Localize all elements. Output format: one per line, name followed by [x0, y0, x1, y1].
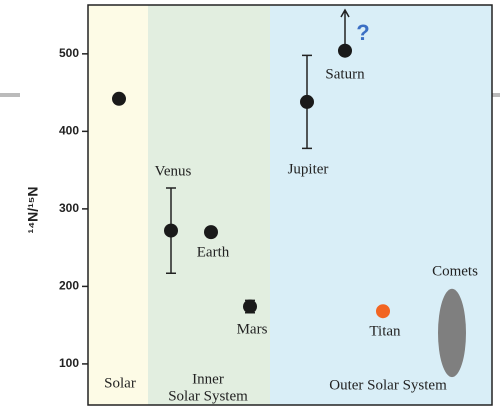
- point-label: Venus: [155, 163, 192, 179]
- data-point: [376, 304, 390, 319]
- data-point: [338, 43, 352, 58]
- edge-decoration: [492, 93, 500, 97]
- data-point: [164, 223, 178, 238]
- region-label: Outer Solar System: [329, 377, 447, 393]
- point-label: Jupiter: [288, 161, 329, 177]
- comets-range: [438, 288, 466, 378]
- region: [148, 5, 270, 405]
- plot-frame: [87, 4, 493, 406]
- y-tick-label: 300: [59, 201, 79, 215]
- region-label: Solar System: [168, 388, 248, 404]
- y-axis-label: ¹⁴N/¹⁵N: [25, 187, 41, 234]
- y-tick-label: 200: [59, 279, 79, 293]
- comets-label: Comets: [432, 263, 478, 279]
- y-tick-label: 400: [59, 124, 79, 138]
- data-point: [300, 94, 314, 109]
- data-point: [112, 91, 126, 106]
- annotation: ?: [356, 20, 369, 45]
- y-tick-label: 500: [59, 46, 79, 60]
- data-point: [243, 299, 257, 314]
- point-label: Mars: [237, 321, 268, 337]
- edge-decoration: [0, 93, 20, 97]
- region-label: Inner: [192, 371, 224, 387]
- data-point: [204, 225, 218, 240]
- point-label: Titan: [369, 323, 401, 339]
- region: [88, 5, 148, 405]
- region-label: Solar: [104, 375, 136, 391]
- y-tick-label: 100: [59, 356, 79, 370]
- point-label: Earth: [197, 244, 230, 260]
- point-label: Saturn: [325, 66, 365, 82]
